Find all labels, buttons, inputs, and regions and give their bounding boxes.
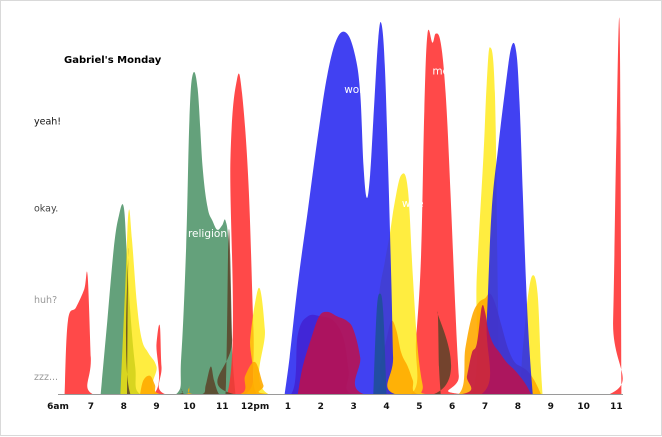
area-series-6 (373, 293, 387, 394)
area-annotation: me (432, 66, 449, 78)
area-series-4 (284, 21, 533, 394)
area-series-0 (100, 71, 236, 395)
x-tick-label: 10 (577, 402, 590, 412)
x-tick-label: 4 (383, 402, 389, 412)
x-tick-label: 5 (416, 402, 422, 412)
area-annotations: religion work wife me (188, 66, 449, 240)
x-tick-label: 9 (153, 402, 159, 412)
y-level-label: yeah! (34, 116, 61, 127)
x-tick-label: 3 (351, 402, 357, 412)
area-annotation: religion (188, 228, 227, 240)
x-tick-label: 8 (515, 402, 521, 412)
area-series-5 (297, 305, 531, 394)
x-tick-label: 7 (88, 402, 94, 412)
y-level-label: zzz... (34, 372, 58, 383)
x-tick-label: 12pm (241, 402, 269, 412)
area-annotation: work (344, 84, 370, 96)
x-tick-label: 7 (482, 402, 488, 412)
y-level-labels: zzz... huh? okay. yeah! (34, 116, 61, 383)
x-tick-label: 2 (318, 402, 324, 412)
chart-title: Gabriel's Monday (64, 55, 162, 66)
x-tick-label: 6am (47, 402, 69, 412)
x-tick-label: 8 (121, 402, 127, 412)
x-tick-label: 10 (183, 402, 196, 412)
area-layers (64, 17, 623, 395)
area-annotation: wife (402, 198, 424, 210)
x-tick-label: 11 (216, 402, 229, 412)
y-level-label: okay. (34, 204, 58, 215)
y-level-label: huh? (34, 295, 57, 306)
x-tick-labels: 6am 7 8 9 10 11 12pm 1 2 3 4 5 6 7 8 9 10 11 (47, 402, 623, 412)
x-tick-label: 11 (610, 402, 623, 412)
x-tick-label: 6 (449, 402, 455, 412)
x-tick-label: 9 (548, 402, 554, 412)
x-tick-label: 1 (285, 402, 291, 412)
